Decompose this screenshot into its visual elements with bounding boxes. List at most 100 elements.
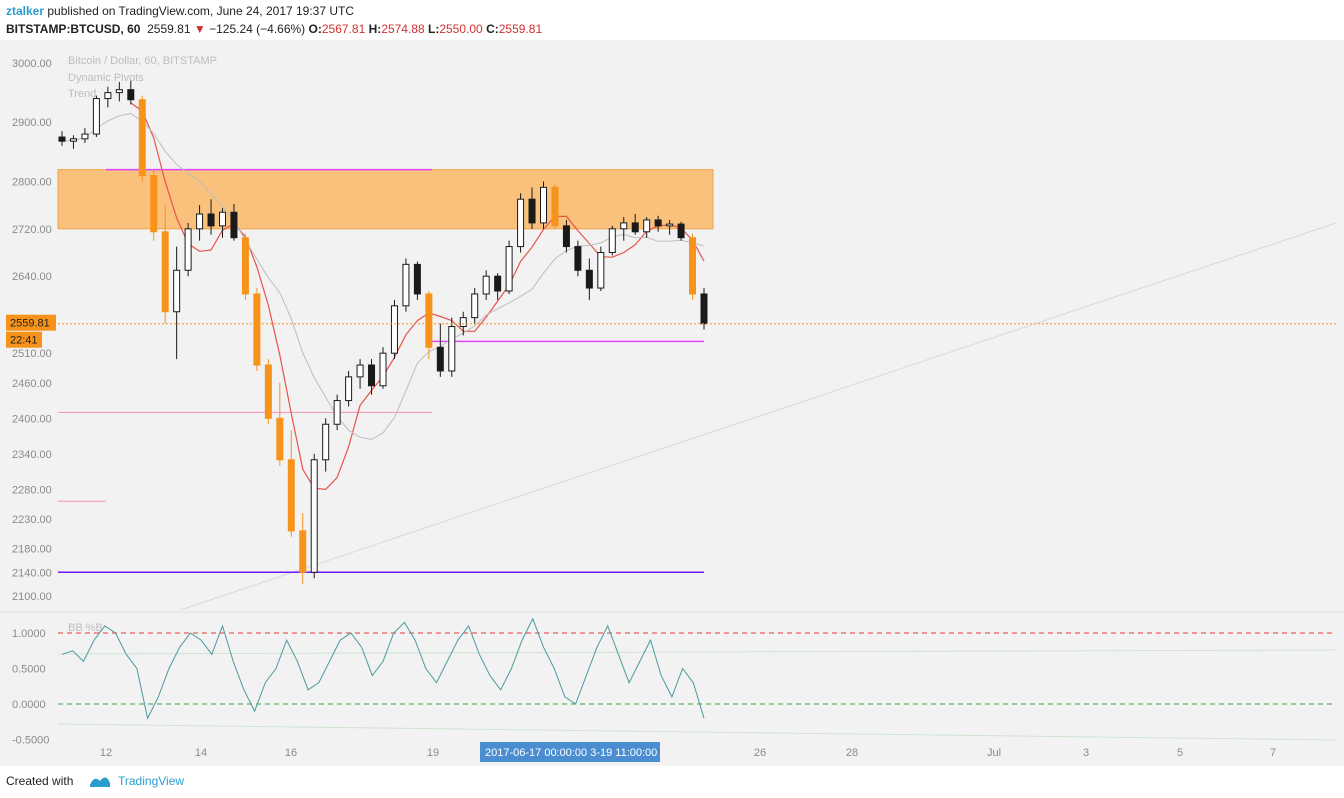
x-tick-label: 3 xyxy=(1083,747,1089,759)
y-tick-label: 2140.00 xyxy=(12,567,52,579)
y-tick-label: 2230.00 xyxy=(12,514,52,526)
y-tick-label: 2180.00 xyxy=(12,544,52,556)
candle-body xyxy=(621,223,627,229)
candle-body xyxy=(598,253,604,289)
candle-body xyxy=(116,90,122,93)
y-tick-label: 2720.00 xyxy=(12,224,52,236)
x-tick-label: 14 xyxy=(195,747,207,759)
y-tick-label: 2280.00 xyxy=(12,484,52,496)
candle-body xyxy=(265,365,271,418)
price-tag-text: 2559.81 xyxy=(10,318,50,330)
candle-body xyxy=(369,365,375,386)
candle-body xyxy=(655,220,661,226)
candle-body xyxy=(506,247,512,291)
open-label: O: xyxy=(309,22,322,36)
countdown-text: 22:41 xyxy=(10,335,38,347)
close-value: 2559.81 xyxy=(499,22,542,36)
down-arrow-icon: ▼ xyxy=(194,22,206,36)
candle-body xyxy=(575,247,581,271)
candle-body xyxy=(644,220,650,232)
legend-trend: Trend xyxy=(68,88,96,100)
y-tick-label: 2510.00 xyxy=(12,348,52,360)
candle-body xyxy=(334,401,340,425)
x-tick-label: 12 xyxy=(100,747,112,759)
candle-body xyxy=(403,264,409,305)
candle-body xyxy=(472,294,478,318)
osc-tick-label: 0.0000 xyxy=(12,699,46,711)
candle-body xyxy=(93,99,99,135)
candle-body xyxy=(197,214,203,229)
candle-body xyxy=(277,418,283,459)
candle-body xyxy=(311,460,317,573)
y-tick-label: 3000.00 xyxy=(12,58,52,70)
y-tick-label: 2460.00 xyxy=(12,378,52,390)
candle-body xyxy=(59,137,65,141)
x-tick-label: 5 xyxy=(1177,747,1183,759)
y-tick-label: 2900.00 xyxy=(12,117,52,129)
candle-body xyxy=(552,187,558,225)
candle-body xyxy=(151,176,157,232)
candle-body xyxy=(242,238,248,294)
high-label: H: xyxy=(369,22,382,36)
candle-body xyxy=(690,238,696,294)
candle-body xyxy=(346,377,352,401)
legend-title: Bitcoin / Dollar, 60, BITSTAMP xyxy=(68,55,217,67)
x-tick-label: 16 xyxy=(285,747,297,759)
candle-body xyxy=(70,139,76,141)
publish-info: ztalker published on TradingView.com, Ju… xyxy=(6,4,354,18)
x-tick-label: 28 xyxy=(846,747,858,759)
legend-pivots: Dynamic Pivots xyxy=(68,72,144,84)
created-with-text: Created with xyxy=(6,774,73,788)
candle-body xyxy=(105,93,111,99)
candle-body xyxy=(162,232,168,312)
y-tick-label: 2400.00 xyxy=(12,413,52,425)
candle-body xyxy=(529,199,535,223)
candle-body xyxy=(495,276,501,291)
candle-body xyxy=(609,229,615,253)
y-tick-label: 2340.00 xyxy=(12,449,52,461)
candle-body xyxy=(323,424,329,460)
osc-tick-label: -0.5000 xyxy=(12,735,49,747)
x-tick-label: 26 xyxy=(754,747,766,759)
candle-body xyxy=(300,531,306,572)
y-tick-label: 2100.00 xyxy=(12,591,52,603)
close-label: C: xyxy=(486,22,499,36)
candle-body xyxy=(586,270,592,288)
candle-body xyxy=(174,270,180,311)
candle-body xyxy=(391,306,397,353)
chart-area[interactable]: 3000.00 2900.00 2800.00 2720.00 2640.00 2510.… xyxy=(0,40,1344,766)
candle-body xyxy=(701,294,707,324)
candle-body xyxy=(380,353,386,386)
candle-body xyxy=(82,134,88,139)
candle-body xyxy=(357,365,363,377)
tradingview-link[interactable]: TradingView xyxy=(118,774,184,788)
high-value: 2574.88 xyxy=(381,22,424,36)
x-tick-label: 7 xyxy=(1270,747,1276,759)
candle-body xyxy=(208,214,214,226)
candle-body xyxy=(563,226,569,247)
osc-tick-label: 1.0000 xyxy=(12,628,46,640)
osc-tick-label: 0.5000 xyxy=(12,664,46,676)
candle-body xyxy=(667,224,673,226)
candle-body xyxy=(288,460,294,531)
candle-body xyxy=(128,90,134,100)
candle-body xyxy=(632,223,638,232)
crosshair-time-text: 2017-06-17 00:00:00 3-19 11:00:00 xyxy=(485,747,657,759)
candle-body xyxy=(449,327,455,371)
price-change: −125.24 (−4.66%) xyxy=(209,22,305,36)
candle-body xyxy=(185,229,191,270)
candle-body xyxy=(460,318,466,327)
author-link[interactable]: ztalker xyxy=(6,4,44,18)
low-label: L: xyxy=(428,22,439,36)
open-value: 2567.81 xyxy=(322,22,365,36)
candle-body xyxy=(231,212,237,237)
chart-background xyxy=(0,40,1344,766)
last-price: 2559.81 xyxy=(147,22,190,36)
y-tick-label: 2800.00 xyxy=(12,176,52,188)
tradingview-logo-icon[interactable] xyxy=(88,771,112,791)
candle-body xyxy=(414,264,420,294)
candle-body xyxy=(678,224,684,238)
y-tick-label: 2640.00 xyxy=(12,271,52,283)
published-text: published on TradingView.com, June 24, 2… xyxy=(47,4,354,18)
candle-body xyxy=(426,294,432,347)
